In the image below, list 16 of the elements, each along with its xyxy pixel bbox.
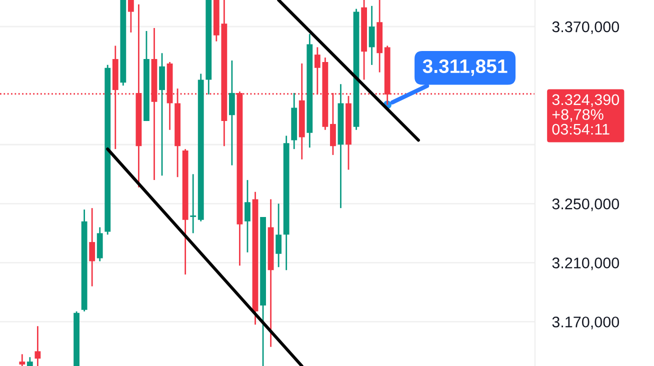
candlestick [19, 354, 26, 366]
annotation: 3.311,851 [422, 59, 508, 76]
candlestick [244, 179, 250, 254]
y-tick-label: 3.170,000 [552, 316, 620, 330]
candlestick [159, 52, 165, 176]
candlestick [190, 173, 196, 234]
candlestick [89, 207, 96, 287]
y-tick-label: 3.210,000 [552, 258, 620, 270]
candlestick [228, 60, 235, 166]
ref-line-label: 3.324,390 +8,78% 03:54:11 [552, 94, 620, 135]
candlestick [34, 325, 41, 366]
y-tick-label: 3.370,000 [552, 21, 620, 34]
candlestick [128, 0, 134, 34]
y-tick-label: 3.250,000 [552, 198, 620, 212]
candlestick [276, 202, 282, 268]
candlestick [368, 5, 375, 66]
